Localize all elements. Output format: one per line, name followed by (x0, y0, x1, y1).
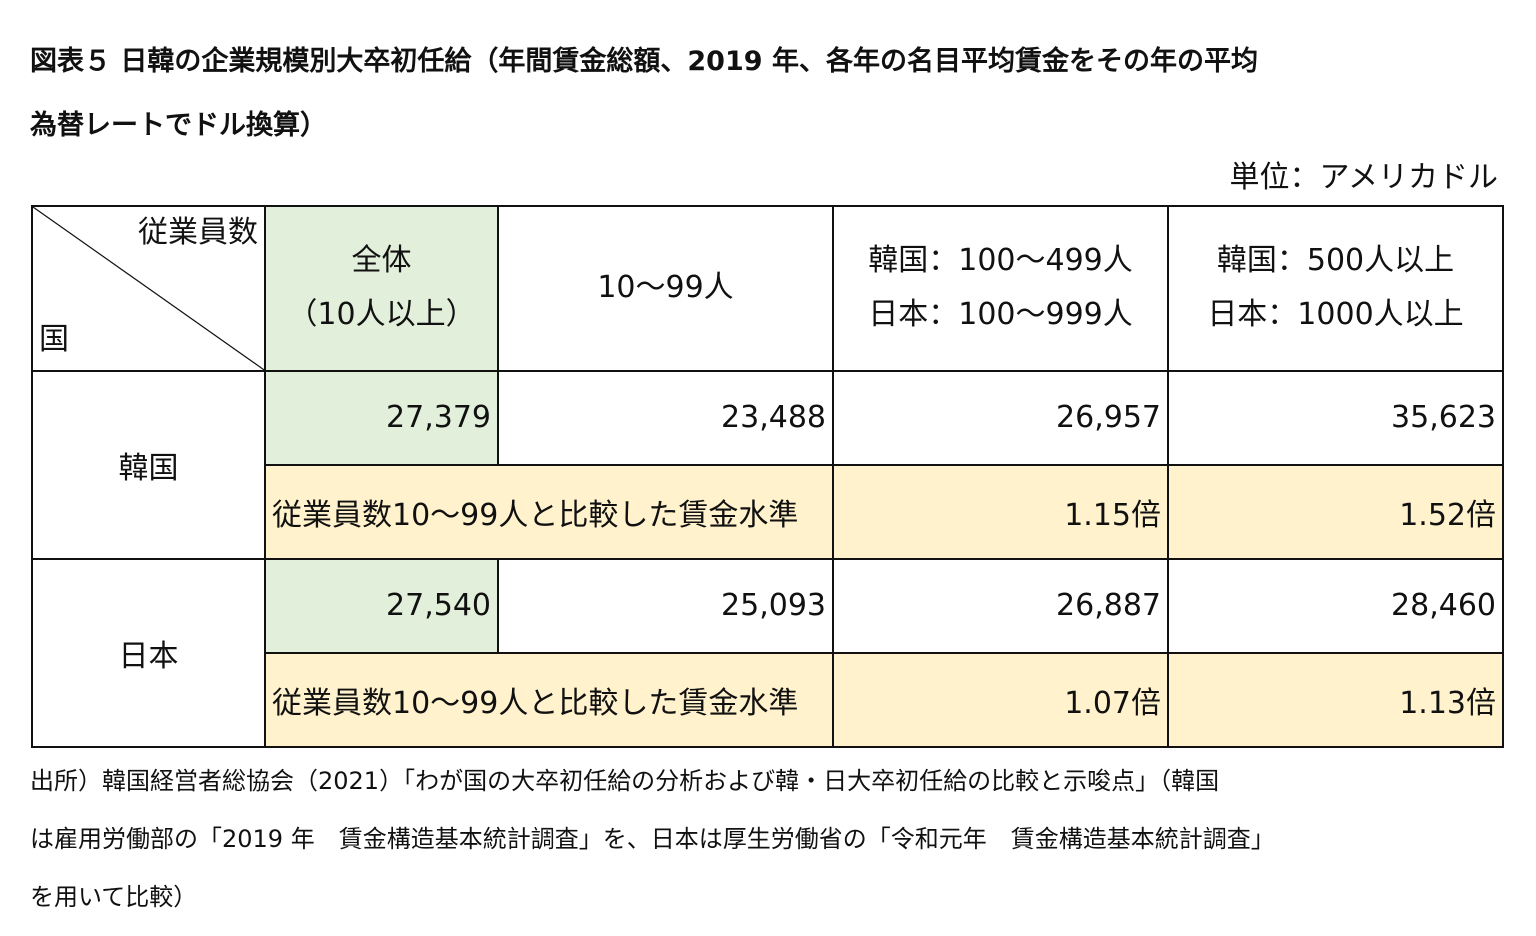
country-japan: 日本 (31, 557, 266, 749)
table-row-korea-values: 韓国 27,379 23,488 26,957 35,623 (31, 369, 1504, 560)
japan-value-total: 27,540 (264, 557, 499, 654)
table-row-korea-ratio: 従業員数10～99人と比較した賃金水準 1.15倍 1.52倍 (32, 463, 1504, 560)
korea-ratio-label: 従業員数10～99人と比較した賃金水準 (264, 463, 834, 560)
header-total: 全体 （10人以上） (264, 205, 499, 372)
header-mid-size: 韓国：100～499人 日本：100～999人 (832, 205, 1169, 372)
header-mid-size-line-1: 韓国：100～499人 (868, 243, 1133, 279)
header-total-line-1: 全体 (351, 243, 412, 279)
table-row-japan-ratio: 従業員数10～99人と比較した賃金水準 1.07倍 1.13倍 (32, 651, 1504, 749)
corner-cell: 従業員数 国 (31, 205, 266, 372)
unit-label: 単位：アメリカドル (1229, 160, 1499, 195)
korea-value-total: 27,379 (264, 369, 499, 466)
header-row: 従業員数 国 全体 （10人以上） 10～99人 韓国：100～499人 日本：… (31, 205, 1504, 372)
japan-value-large-size: 28,460 (1167, 557, 1504, 654)
korea-value-10-99: 23,488 (497, 369, 834, 466)
header-10-99-label: 10～99人 (597, 270, 734, 306)
corner-label-country: 国 (39, 321, 69, 357)
header-total-line-2: （10人以上） (287, 297, 476, 333)
japan-ratio-label: 従業員数10～99人と比較した賃金水準 (264, 651, 834, 749)
japan-value-10-99: 25,093 (497, 557, 834, 654)
korea-value-large-size: 35,623 (1167, 369, 1504, 466)
korea-value-mid-size: 26,957 (832, 369, 1169, 466)
footnote-line-1: 出所）韓国経営者総協会（2021）「わが国の大卒初任給の分析および韓・日大卒初任… (30, 767, 1220, 795)
korea-ratio-large-size: 1.52倍 (1167, 463, 1504, 560)
wage-table: 従業員数 国 全体 （10人以上） 10～99人 韓国：100～499人 日本：… (31, 205, 1504, 749)
figure-title: 図表５ 日韓の企業規模別大卒初任給（年間賃金総額、2019 年、各年の名目平均賃… (30, 30, 1520, 158)
country-korea: 韓国 (31, 369, 266, 560)
header-mid-size-line-2: 日本：100～999人 (868, 297, 1133, 333)
header-10-99: 10～99人 (497, 205, 834, 372)
source-footnote: 出所）韓国経営者総協会（2021）「わが国の大卒初任給の分析および韓・日大卒初任… (30, 752, 1510, 926)
table-row-japan-values: 日本 27,540 25,093 26,887 28,460 (31, 557, 1504, 749)
footnote-line-3: を用いて比較） (30, 883, 198, 911)
korea-ratio-mid-size: 1.15倍 (832, 463, 1169, 560)
japan-ratio-mid-size: 1.07倍 (832, 651, 1169, 749)
header-large-size-line-2: 日本：1000人以上 (1207, 297, 1464, 333)
header-large-size-line-1: 韓国：500人以上 (1216, 243, 1455, 279)
diagonal-line-icon (33, 207, 264, 370)
japan-ratio-large-size: 1.13倍 (1167, 651, 1504, 749)
figure-title-line-1: 図表５ 日韓の企業規模別大卒初任給（年間賃金総額、2019 年、各年の名目平均賃… (30, 46, 1258, 77)
footnote-line-2: は雇用労働部の「2019 年 賃金構造基本統計調査」を、日本は厚生労働省の「令和… (30, 825, 1275, 853)
corner-label-employees: 従業員数 (138, 215, 258, 250)
header-large-size: 韓国：500人以上 日本：1000人以上 (1167, 205, 1504, 372)
figure-title-line-2: 為替レートでドル換算） (30, 110, 327, 141)
japan-value-mid-size: 26,887 (832, 557, 1169, 654)
